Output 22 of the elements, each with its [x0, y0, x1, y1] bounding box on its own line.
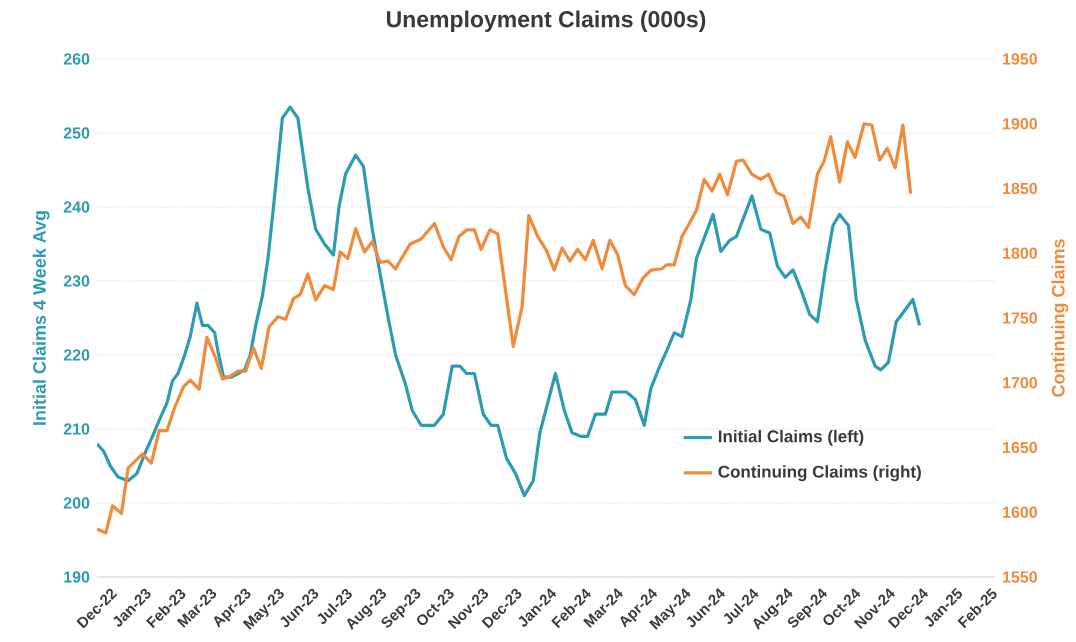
y2-tick-label: 1750 — [1003, 312, 1038, 324]
y-tick-label: 220 — [63, 349, 90, 361]
y2-tick-label: 1850 — [1003, 182, 1038, 195]
y2-tick-label: 1800 — [1003, 247, 1038, 259]
chart-title: Unemployment Claims (000s) — [386, 10, 706, 32]
y2-tick-label: 1600 — [1003, 506, 1038, 518]
legend-label: Continuing Claims (right) — [718, 465, 921, 482]
y-tick-label: 210 — [63, 423, 90, 435]
y2-tick-label: 1900 — [1003, 118, 1038, 130]
y-tick-label: 190 — [64, 571, 90, 583]
y2-tick-label: 1950 — [1003, 53, 1038, 65]
legend-label: Initial Claims (left) — [718, 429, 864, 446]
y-tick-label: 230 — [63, 275, 90, 287]
y2-tick-label: 1700 — [1003, 377, 1038, 389]
y-tick-label: 240 — [63, 201, 90, 213]
y2-tick-label: 1650 — [1003, 441, 1038, 454]
y-axis-title: Initial Claims 4 Week Avg — [32, 211, 50, 425]
y-tick-label: 250 — [63, 127, 90, 139]
y-tick-label: 200 — [63, 497, 90, 509]
y-tick-label: 260 — [63, 53, 90, 65]
y2-axis-title: Continuing Claims — [1051, 239, 1069, 397]
y2-tick-label: 1550 — [1003, 571, 1038, 583]
